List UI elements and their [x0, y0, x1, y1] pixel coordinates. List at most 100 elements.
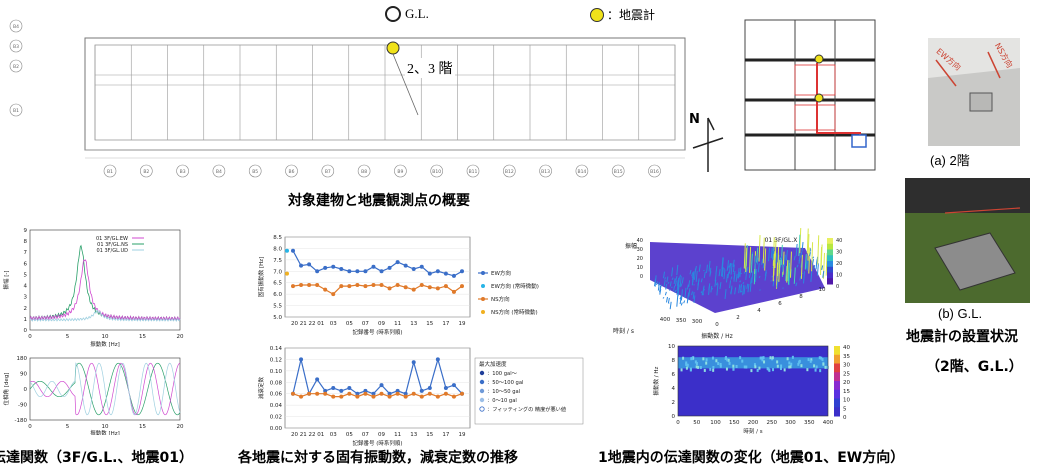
- colorbar-segment: [827, 266, 833, 273]
- colorbar-segment: [834, 354, 840, 364]
- legend-marker: [479, 406, 485, 412]
- surface-peak: [761, 258, 764, 265]
- surface-peak: [679, 295, 682, 300]
- surface-peak: [793, 267, 796, 284]
- surface-peak: [782, 264, 785, 272]
- heatmap-cell: [728, 361, 731, 365]
- surface-peak: [822, 270, 825, 278]
- plan-column-marker: [212, 164, 226, 178]
- heatmap-cell: [717, 362, 720, 366]
- heatmap-cell: [686, 363, 689, 367]
- plan-column-label: B8: [361, 169, 367, 175]
- surface-peak: [669, 281, 672, 287]
- surface-peak: [806, 258, 809, 271]
- legend-marker: [479, 388, 485, 394]
- data-point: [443, 271, 448, 276]
- data-point: [347, 391, 352, 396]
- surface-peak: [796, 264, 799, 268]
- surface-peak: [771, 247, 774, 260]
- surface-peak: [671, 277, 674, 281]
- surface-peak: [686, 284, 689, 290]
- north-arrow-icon: [692, 117, 724, 172]
- surface-peak: [659, 289, 662, 295]
- damping-svg: 0.14 0.12 0.10 0.08 0.06 0.04 0.02 0.00 20 21 22…: [257, 346, 584, 447]
- surface-peak: [739, 280, 742, 283]
- data-point: [307, 391, 312, 396]
- data-point: [419, 283, 424, 287]
- plan-row-label: B2: [13, 64, 19, 70]
- legend-label: 01 3F/GL.UD: [97, 248, 129, 254]
- surface-peak: [675, 276, 678, 281]
- y-tick-label: 10: [668, 344, 675, 350]
- y-tick-label: 0.00: [270, 426, 283, 432]
- plan-column-marker: [466, 164, 480, 178]
- surface-peak: [703, 271, 706, 279]
- y-tick-label: 3: [24, 295, 28, 301]
- surface-peak: [785, 265, 788, 281]
- colorbar-label: 10: [843, 398, 850, 404]
- surface-peak: [665, 283, 668, 290]
- legend-label: NS方向: [491, 295, 510, 303]
- z-tick-label: 10: [637, 265, 643, 271]
- legend-label: ：フィッティングの 精度が悪い値: [487, 405, 566, 413]
- surface-peak: [730, 276, 733, 280]
- surface-peak: [728, 264, 731, 274]
- heatmap-cell: [719, 362, 722, 366]
- heatmap-cell: [743, 365, 746, 369]
- surface-peak: [789, 251, 792, 278]
- surface-peak: [724, 289, 727, 299]
- colorbar-label: 25: [843, 371, 850, 377]
- heatmap-cell: [695, 365, 698, 369]
- z-axis-label: 振幅: [625, 242, 637, 250]
- x-tick-label: 2: [736, 315, 740, 321]
- surface-peak: [798, 234, 801, 257]
- ambient-marker: [285, 248, 289, 253]
- colorbar-segment: [827, 272, 833, 279]
- surface-peak: [669, 301, 672, 310]
- data-point: [299, 357, 304, 362]
- colorbar-segment: [834, 407, 840, 417]
- heatmap-cell: [769, 356, 772, 360]
- surface-peak: [785, 250, 788, 261]
- x-tick-label: 03: [330, 321, 337, 327]
- data-point: [363, 284, 368, 289]
- installation-sub-caption: （2階、G.L.）: [926, 359, 1023, 375]
- z-tick-label: 30: [637, 247, 643, 253]
- series-line: [292, 393, 463, 398]
- surface-peak: [768, 247, 771, 262]
- surface-peak: [775, 253, 778, 264]
- heatmap-cell: [798, 359, 801, 363]
- z-tick-label: 20: [637, 256, 643, 262]
- x-tick-label: 0: [28, 334, 32, 340]
- plot-frame: [677, 345, 829, 417]
- y-tick-label: 7.0: [273, 269, 282, 275]
- surface-peak: [786, 260, 789, 283]
- y-tick-label: 0.02: [270, 415, 282, 421]
- legend-label: EW方向 (常時微動): [491, 282, 539, 290]
- surface-peak: [825, 253, 828, 276]
- floor-label: 2、3 階: [405, 58, 455, 78]
- y-tick-label: 400: [660, 317, 671, 323]
- surface-peak: [664, 291, 667, 296]
- legend-label: NS方向 (常時微動): [491, 308, 538, 316]
- heatmap-cell: [776, 364, 779, 368]
- heatmap-cell: [807, 358, 810, 362]
- plan-column-label: B15: [614, 169, 623, 175]
- surface-peak: [743, 243, 746, 269]
- data-point: [387, 391, 392, 396]
- surface-peak: [703, 269, 705, 272]
- plot-frame: [284, 236, 471, 318]
- surface-peak: [777, 246, 780, 276]
- surface-peak: [778, 259, 781, 282]
- data-point: [307, 283, 312, 287]
- photo-a-caption: (a) 2階: [930, 153, 970, 168]
- data-point: [299, 263, 304, 268]
- heatmap-cell: [776, 360, 779, 364]
- surface-peak: [729, 280, 732, 289]
- surface-peak: [748, 272, 751, 278]
- x-tick-label: 20: [177, 334, 184, 340]
- data-point: [395, 260, 400, 265]
- y-tick-label: 0.12: [270, 357, 282, 363]
- legend-marker: [479, 379, 485, 385]
